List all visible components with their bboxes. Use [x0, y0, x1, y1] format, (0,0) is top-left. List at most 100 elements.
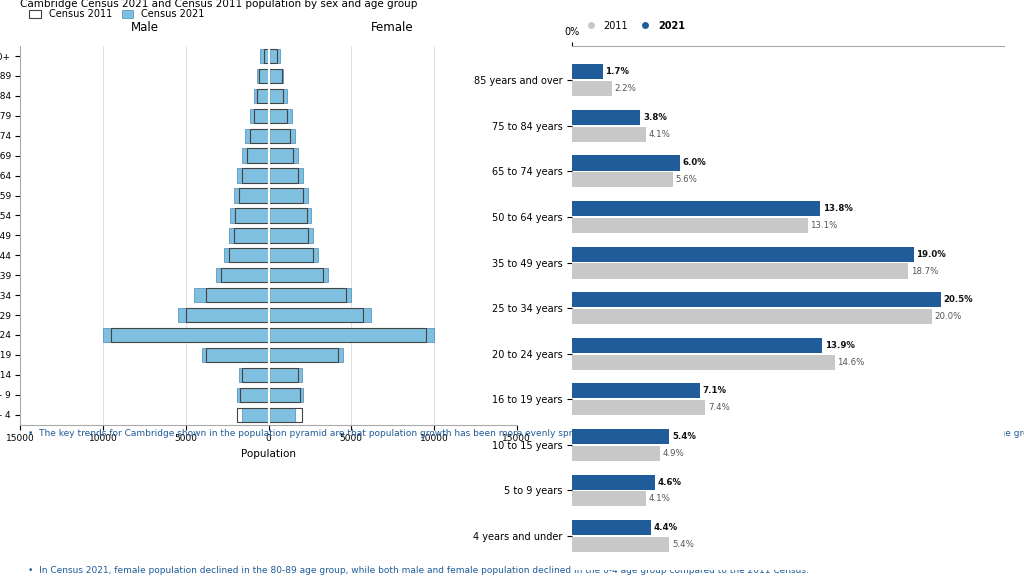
- Bar: [228, 248, 268, 263]
- Bar: [268, 407, 302, 422]
- Text: 7.4%: 7.4%: [708, 403, 730, 412]
- Bar: [268, 109, 292, 123]
- Text: 20.5%: 20.5%: [943, 295, 973, 304]
- Bar: [257, 69, 268, 83]
- Bar: [572, 309, 932, 324]
- Bar: [233, 228, 268, 242]
- Bar: [572, 446, 660, 461]
- Bar: [268, 228, 313, 242]
- Bar: [224, 248, 268, 263]
- Bar: [257, 89, 268, 103]
- Text: 13.9%: 13.9%: [824, 341, 855, 350]
- Text: Male: Male: [130, 21, 159, 34]
- Text: 5.6%: 5.6%: [676, 175, 697, 184]
- Text: 19.0%: 19.0%: [916, 249, 946, 259]
- Bar: [230, 209, 268, 222]
- Bar: [239, 367, 268, 382]
- Text: 13.8%: 13.8%: [823, 204, 853, 213]
- Bar: [216, 268, 268, 282]
- Bar: [572, 218, 808, 233]
- Bar: [112, 328, 268, 342]
- Bar: [572, 263, 908, 279]
- Bar: [268, 49, 281, 63]
- Text: 6.0%: 6.0%: [683, 158, 707, 168]
- Bar: [268, 188, 308, 203]
- Bar: [236, 209, 268, 222]
- Bar: [572, 201, 820, 216]
- Bar: [206, 288, 268, 302]
- Bar: [268, 228, 308, 242]
- Bar: [572, 491, 646, 506]
- Text: 5.4%: 5.4%: [672, 432, 695, 441]
- Bar: [268, 268, 323, 282]
- Bar: [268, 168, 303, 183]
- Legend: Census 2011, Census 2021: Census 2011, Census 2021: [26, 6, 208, 23]
- Bar: [268, 49, 276, 63]
- Bar: [268, 348, 343, 362]
- Bar: [268, 89, 284, 103]
- Bar: [177, 308, 268, 322]
- Bar: [268, 109, 287, 123]
- X-axis label: Population: Population: [241, 449, 296, 459]
- Bar: [228, 228, 268, 242]
- Text: 4.1%: 4.1%: [648, 130, 671, 139]
- Bar: [572, 475, 654, 490]
- Bar: [268, 248, 313, 263]
- Text: 1.7%: 1.7%: [605, 67, 630, 77]
- Bar: [254, 89, 268, 103]
- Bar: [242, 149, 268, 163]
- Bar: [268, 168, 298, 183]
- Bar: [103, 328, 268, 342]
- Bar: [263, 49, 268, 63]
- Bar: [572, 338, 822, 353]
- Bar: [572, 400, 706, 415]
- Text: 4.6%: 4.6%: [657, 478, 682, 487]
- Bar: [268, 248, 318, 263]
- Bar: [259, 69, 268, 83]
- Bar: [572, 110, 640, 125]
- Bar: [242, 168, 268, 183]
- Bar: [206, 348, 268, 362]
- Text: 4.1%: 4.1%: [648, 494, 671, 503]
- Bar: [572, 81, 611, 96]
- Text: 14.6%: 14.6%: [838, 358, 864, 367]
- Bar: [572, 156, 680, 170]
- Bar: [268, 308, 371, 322]
- Bar: [572, 429, 670, 444]
- Bar: [572, 520, 651, 535]
- Bar: [239, 188, 268, 203]
- Bar: [246, 128, 268, 143]
- Bar: [268, 89, 287, 103]
- Bar: [268, 288, 346, 302]
- Bar: [242, 367, 268, 382]
- Bar: [572, 537, 670, 552]
- Bar: [268, 209, 311, 222]
- Bar: [254, 109, 268, 123]
- Text: 4.4%: 4.4%: [654, 523, 678, 532]
- Bar: [268, 348, 338, 362]
- Bar: [247, 149, 268, 163]
- Bar: [220, 268, 268, 282]
- Bar: [268, 388, 303, 402]
- Bar: [195, 288, 268, 302]
- Text: 20.0%: 20.0%: [934, 312, 962, 321]
- Bar: [268, 308, 362, 322]
- Bar: [238, 168, 268, 183]
- Bar: [250, 128, 268, 143]
- Bar: [185, 308, 268, 322]
- Text: •  The key trends for Cambridge shown in the population pyramid are that populat: • The key trends for Cambridge shown in …: [28, 429, 1024, 438]
- Bar: [268, 149, 293, 163]
- Text: Population by sex and age group, Cambridge: Population by sex and age group, Cambrid…: [12, 10, 468, 28]
- Bar: [268, 69, 284, 83]
- Bar: [572, 355, 835, 370]
- Bar: [572, 65, 603, 79]
- Bar: [572, 247, 913, 262]
- Bar: [203, 348, 268, 362]
- Bar: [260, 49, 268, 63]
- Bar: [268, 209, 306, 222]
- Bar: [233, 188, 268, 203]
- Bar: [268, 288, 351, 302]
- Bar: [241, 388, 268, 402]
- Text: 5.4%: 5.4%: [672, 540, 694, 549]
- Text: 4.9%: 4.9%: [663, 449, 685, 458]
